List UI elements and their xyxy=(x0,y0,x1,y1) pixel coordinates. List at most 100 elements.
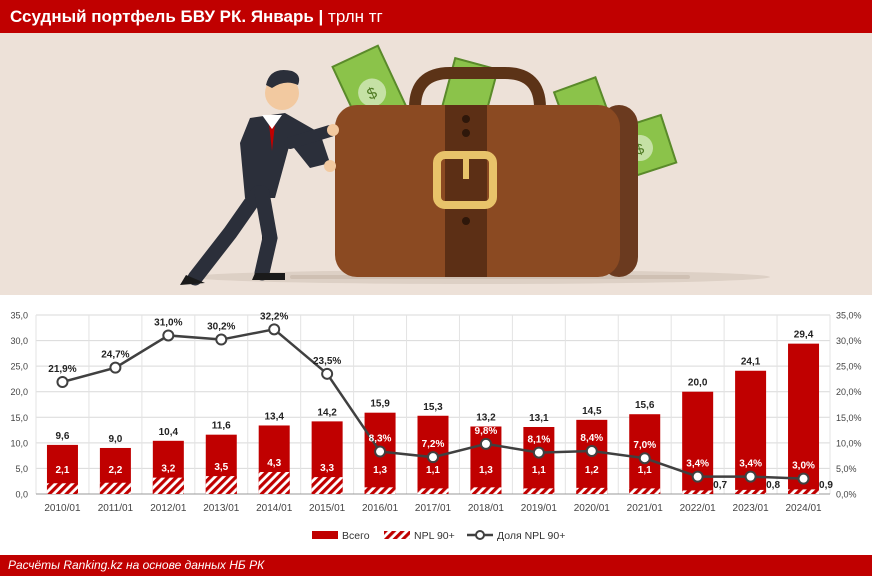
bar-npl xyxy=(364,487,396,494)
bar-total-label: 24,1 xyxy=(741,357,761,368)
y-right-tick-label: 25,0% xyxy=(836,362,862,372)
legend-label-share: Доля NPL 90+ xyxy=(497,530,565,542)
share-point xyxy=(427,451,439,464)
bar-npl-label: 1,1 xyxy=(638,465,652,476)
bar-total xyxy=(470,426,502,494)
share-point xyxy=(56,375,69,388)
bar-npl xyxy=(470,487,502,494)
share-point-label: 21,9% xyxy=(48,364,76,375)
businessman-pushing-briefcase-with-money-icon: $ $ xyxy=(180,44,770,286)
right-axis: 0,0% 5,0% 10,0% 15,0% 20,0% 25,0% 30,0% 35,0% xyxy=(836,311,862,500)
bar-npl xyxy=(629,488,661,494)
bar-npl-label: 4,3 xyxy=(267,458,281,469)
share-point xyxy=(479,437,492,450)
y-left-tick-label: 15,0 xyxy=(10,413,28,423)
share-point-label: 3,4% xyxy=(686,459,709,470)
y-left-tick-label: 10,0 xyxy=(10,438,28,448)
x-tick-label: 2017/01 xyxy=(415,503,452,514)
source-note: Расчёты Ranking.kz на основе данных НБ Р… xyxy=(8,558,265,572)
share-point xyxy=(532,446,545,459)
share-point-label: 3,4% xyxy=(739,459,762,470)
share-point xyxy=(109,361,122,374)
bar-total-label: 13,1 xyxy=(529,413,549,424)
bar-npl xyxy=(682,490,714,494)
share-point-label: 3,0% xyxy=(792,461,815,472)
x-tick-label: 2016/01 xyxy=(362,503,399,514)
bar-total-label: 15,9 xyxy=(370,399,390,410)
bar-npl xyxy=(576,487,608,494)
share-point-label: 32,2% xyxy=(260,311,288,322)
chart-title: Ссудный портфель БВУ РК. Январь xyxy=(10,7,314,26)
header-bar: Ссудный портфель БВУ РК. Январь | трлн т… xyxy=(0,0,872,33)
data-labels: 9,6 2,1 9,0 2,2 10,4 3,2 11,6 3,5 13,4 4,3 14,2 3,3… xyxy=(48,311,833,491)
bar-npl-label: 2,2 xyxy=(108,465,122,476)
y-right-tick-label: 5,0% xyxy=(836,464,857,474)
bar-npl xyxy=(46,483,78,494)
legend-marker xyxy=(475,530,485,540)
share-point xyxy=(585,445,598,458)
bar-npl xyxy=(735,489,767,494)
chart-area: 0,0 5,0 10,0 15,0 20,0 25,0 30,0 35,0 0,0% 5,0% 1… xyxy=(0,295,872,553)
bar-npl-label: 2,1 xyxy=(56,465,70,476)
loan-portfolio-chart: 0,0 5,0 10,0 15,0 20,0 25,0 30,0 35,0 0,0% 5,0% 1… xyxy=(10,311,862,543)
bar-total-label: 11,6 xyxy=(212,421,231,432)
bar-total-label: 9,0 xyxy=(108,434,122,445)
bar-total-label: 14,5 xyxy=(582,406,602,417)
bar-total-label: 15,6 xyxy=(635,400,655,411)
share-point-label: 8,4% xyxy=(580,433,603,444)
y-right-tick-label: 35,0% xyxy=(836,311,862,321)
x-tick-label: 2021/01 xyxy=(627,503,664,514)
x-axis: 2010/01 2011/01 2012/01 2013/01 2014/01 2015/… xyxy=(44,503,822,514)
share-point xyxy=(215,333,228,346)
bar-npl xyxy=(523,488,555,494)
bar-npl-label: 0,8 xyxy=(766,480,780,491)
share-point-label: 30,2% xyxy=(207,322,235,333)
x-tick-label: 2018/01 xyxy=(468,503,505,514)
x-tick-label: 2011/01 xyxy=(98,503,134,514)
bar-npl-label: 3,5 xyxy=(214,462,228,473)
legend: Всего NPL 90+ Доля NPL 90+ xyxy=(312,530,565,542)
y-right-tick-label: 30,0% xyxy=(836,336,862,346)
y-left-tick-label: 20,0 xyxy=(10,387,28,397)
bar-total-label: 9,6 xyxy=(56,431,70,442)
y-left-tick-label: 0,0 xyxy=(15,490,28,500)
footer-bar: Расчёты Ranking.kz на основе данных НБ Р… xyxy=(0,555,872,576)
bar-npl-label: 0,9 xyxy=(819,480,833,491)
bar-npl-label: 1,1 xyxy=(426,465,440,476)
bar-total-label: 14,2 xyxy=(317,407,337,418)
chart-unit: трлн тг xyxy=(328,7,383,26)
share-point-label: 24,7% xyxy=(101,350,129,361)
bar-npl xyxy=(788,489,820,494)
y-left-tick-label: 25,0 xyxy=(10,362,28,372)
left-axis: 0,0 5,0 10,0 15,0 20,0 25,0 30,0 35,0 xyxy=(10,311,28,500)
share-point-label: 8,3% xyxy=(369,434,392,445)
y-right-tick-label: 0,0% xyxy=(836,490,857,500)
x-tick-label: 2020/01 xyxy=(574,503,611,514)
title-separator: | xyxy=(313,7,329,26)
bar-total-label: 15,3 xyxy=(423,402,443,413)
y-left-tick-label: 35,0 xyxy=(10,311,28,321)
bar-total-label: 10,4 xyxy=(159,427,179,438)
legend-label-npl: NPL 90+ xyxy=(414,530,455,542)
bar-total-label: 20,0 xyxy=(688,378,708,389)
x-tick-label: 2023/01 xyxy=(733,503,770,514)
legend-swatch-total xyxy=(312,531,338,539)
x-tick-label: 2010/01 xyxy=(44,503,81,514)
y-right-tick-label: 20,0% xyxy=(836,387,862,397)
y-right-tick-label: 15,0% xyxy=(836,413,862,423)
legend-swatch-npl xyxy=(384,531,410,539)
y-left-tick-label: 5,0 xyxy=(15,464,28,474)
bar-npl-label: 1,3 xyxy=(479,465,493,476)
share-point-label: 23,5% xyxy=(313,356,341,367)
share-point-label: 7,0% xyxy=(633,440,656,451)
x-tick-label: 2015/01 xyxy=(309,503,346,514)
share-point xyxy=(691,470,704,483)
bar-npl-label: 1,3 xyxy=(373,465,387,476)
bar-npl xyxy=(205,476,237,494)
y-right-tick-label: 10,0% xyxy=(836,438,862,448)
bar-npl-label: 1,2 xyxy=(585,465,599,476)
share-point xyxy=(374,445,387,458)
bar-npl-label: 3,3 xyxy=(320,463,334,474)
x-tick-label: 2013/01 xyxy=(203,503,240,514)
x-tick-label: 2022/01 xyxy=(680,503,717,514)
